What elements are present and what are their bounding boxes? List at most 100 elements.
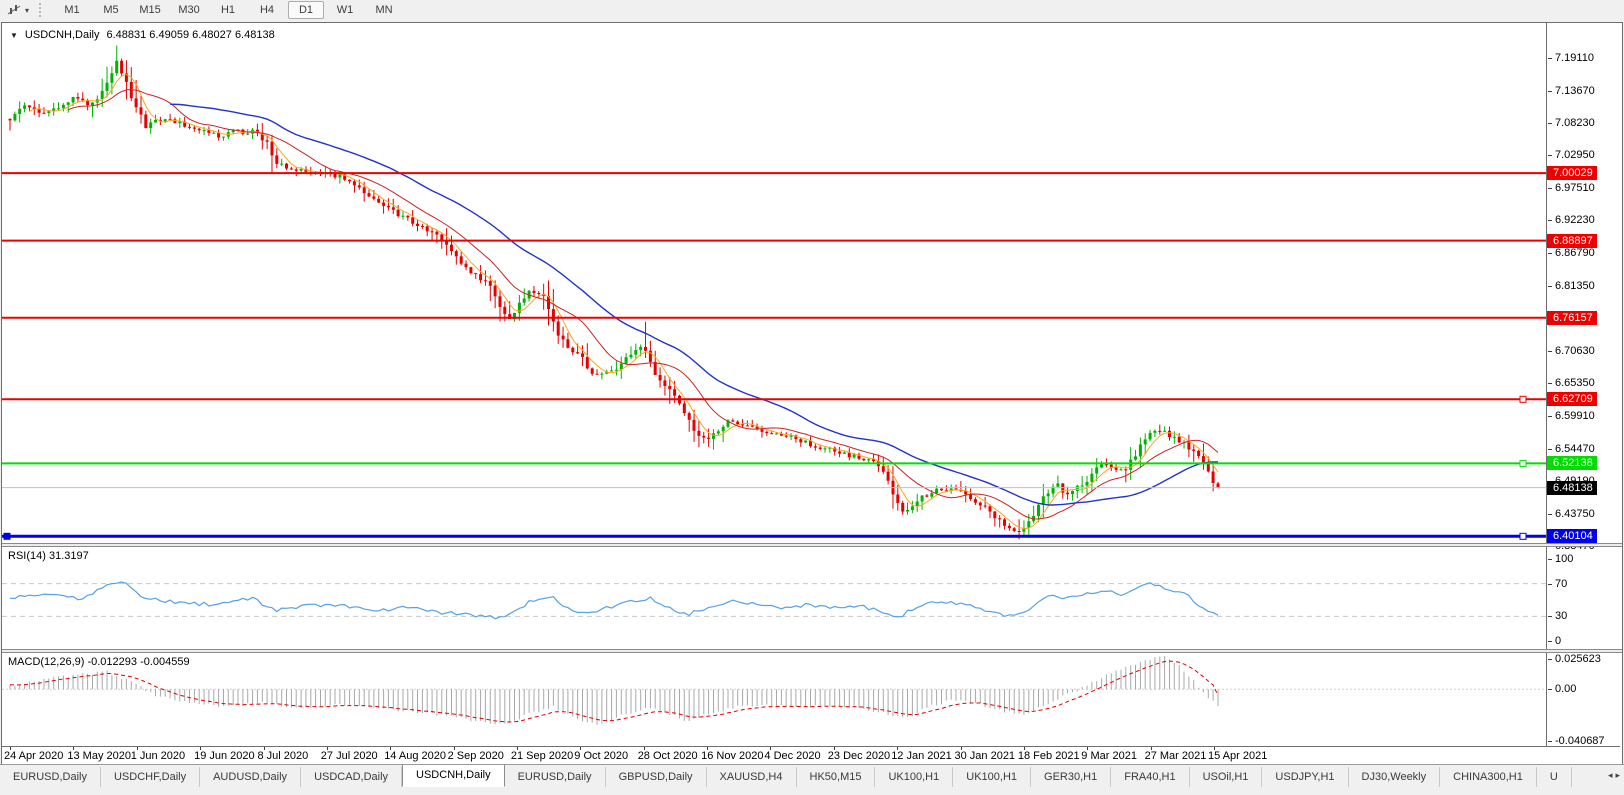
- timeframe-button-m30[interactable]: M30: [178, 4, 200, 16]
- candle-body: [197, 128, 201, 131]
- candlestick-chart[interactable]: [2, 23, 1546, 543]
- chart-tab-uk100-h1[interactable]: UK100,H1: [875, 767, 954, 787]
- candle-body: [537, 293, 541, 295]
- chart-tab-usdcad-daily[interactable]: USDCAD,Daily: [301, 767, 403, 787]
- chart-tab-fra40-h1[interactable]: FRA40,H1: [1111, 767, 1190, 787]
- toolbar-grip[interactable]: [39, 3, 45, 17]
- timeframe-button-m1[interactable]: M1: [64, 4, 80, 16]
- chart-tab-usoil-h1[interactable]: USOil,H1: [1189, 767, 1263, 787]
- candle-body: [1143, 439, 1147, 445]
- line-handle[interactable]: [3, 532, 11, 540]
- candle-body: [1197, 450, 1201, 457]
- candle-body: [1100, 464, 1104, 468]
- candle-body: [867, 459, 871, 461]
- chart-tab-bar: EURUSD,Daily USDCHF,Daily AUDUSD,Daily USDC…: [0, 764, 1624, 787]
- candle-body: [27, 105, 31, 108]
- price-chart-panel[interactable]: ▼ USDCNH,Daily 6.48831 6.49059 6.48027 6…: [2, 23, 1546, 543]
- chart-tab-dj30-weekly[interactable]: DJ30,Weekly: [1348, 767, 1441, 787]
- price-axis-tick: 7.08230: [1548, 117, 1595, 129]
- timeframe-button-w1[interactable]: W1: [336, 4, 354, 16]
- chart-tab-eurusd-daily[interactable]: EURUSD,Daily: [504, 767, 606, 787]
- chart-tab-gbpusd-daily[interactable]: GBPUSD,Daily: [605, 767, 707, 787]
- timeframe-button-d1[interactable]: D1: [288, 1, 325, 19]
- candle-body: [420, 226, 424, 227]
- ohlc-readout: 6.48831 6.49059 6.48027 6.48138: [106, 29, 275, 41]
- date-tick-mark: [326, 747, 328, 750]
- price-axis[interactable]: 7.19110 7.13670 7.08230 7.02950 6.97510 6.922…: [1546, 23, 1622, 747]
- timeframe-button-m15[interactable]: M15: [139, 4, 161, 16]
- macd-axis-tick: 0.00: [1548, 683, 1576, 695]
- rsi-chart[interactable]: [2, 547, 1546, 649]
- moving-average-line-5[interactable]: [29, 73, 1219, 530]
- candle-body: [784, 435, 788, 437]
- line-handle[interactable]: [1519, 532, 1527, 540]
- candle-body: [416, 223, 419, 226]
- date-axis[interactable]: 24 Apr 2020 13 May 2020 1 Jun 2020 19 Jun 2…: [2, 746, 1620, 763]
- candle-body: [697, 430, 701, 436]
- chart-tab-usdcnh-daily[interactable]: USDCNH,Daily: [402, 765, 505, 787]
- candle-body: [8, 118, 12, 121]
- candle-body: [566, 339, 570, 348]
- line-handle[interactable]: [1519, 395, 1527, 403]
- date-tick-mark: [960, 747, 962, 750]
- panel-splitter[interactable]: [2, 649, 1622, 653]
- candle-body: [255, 129, 259, 133]
- candle-body: [493, 285, 497, 297]
- candle-body: [1129, 459, 1133, 470]
- candle-body: [736, 421, 740, 425]
- macd-chart[interactable]: [2, 653, 1546, 746]
- candle-body: [105, 82, 109, 91]
- moving-average-line-13[interactable]: [68, 88, 1219, 520]
- candle-body: [508, 314, 512, 319]
- timeframe-button-mn[interactable]: MN: [375, 4, 393, 16]
- rsi-panel[interactable]: RSI(14) 31.3197: [2, 547, 1546, 649]
- chart-tab-xauusd-h4[interactable]: XAUUSD,H4: [706, 767, 797, 787]
- timeframe-button-h4[interactable]: H4: [259, 4, 275, 16]
- chart-tab-ger30-h1[interactable]: GER30,H1: [1031, 767, 1112, 787]
- chart-tab-audusd-daily[interactable]: AUDUSD,Daily: [200, 767, 302, 787]
- chart-tab-u[interactable]: U: [1536, 767, 1572, 787]
- chart-title: ▼ USDCNH,Daily 6.48831 6.49059 6.48027 6…: [10, 29, 275, 41]
- timeframe-button-m5[interactable]: M5: [103, 4, 119, 16]
- chart-tab-usdchf-daily[interactable]: USDCHF,Daily: [100, 767, 201, 787]
- candle-body: [163, 119, 167, 122]
- moving-average-line-34[interactable]: [170, 103, 1218, 506]
- candle-body: [270, 141, 274, 156]
- line-handle[interactable]: [1519, 459, 1527, 467]
- candle-body: [52, 108, 56, 112]
- panel-splitter[interactable]: [2, 543, 1622, 547]
- candle-body: [129, 81, 133, 99]
- candle-body: [382, 202, 386, 206]
- chart-tab-uk100-h1[interactable]: UK100,H1: [953, 767, 1032, 787]
- candle-body: [1172, 436, 1176, 438]
- date-axis-label: 28 Oct 2020: [637, 750, 698, 762]
- chart-tab-china300-h1[interactable]: CHINA300,H1: [1440, 767, 1537, 787]
- date-tick-mark: [833, 747, 835, 750]
- chart-tab-usdjpy-h1[interactable]: USDJPY,H1: [1262, 767, 1349, 787]
- candle-body: [755, 426, 759, 430]
- candle-body: [779, 433, 783, 436]
- chart-tab-eurusd-daily[interactable]: EURUSD,Daily: [0, 767, 101, 787]
- candle-body: [100, 90, 104, 100]
- price-level-badge: 6.48138: [1547, 480, 1597, 495]
- candle-body: [1168, 430, 1171, 437]
- tabs-scroll-right-button[interactable]: ▸: [1615, 769, 1620, 780]
- candle-body: [1046, 493, 1050, 497]
- candle-body: [576, 352, 580, 354]
- crosshair-tool-button[interactable]: ▾: [4, 2, 32, 18]
- rsi-axis-tick: 70: [1548, 578, 1567, 590]
- candle-body: [707, 437, 711, 439]
- date-axis-label: 18 Feb 2021: [1017, 750, 1080, 762]
- candle-body: [343, 174, 347, 180]
- candle-body: [464, 263, 468, 268]
- macd-panel[interactable]: MACD(12,26,9) -0.012293 -0.004559: [2, 653, 1546, 746]
- candle-body: [1056, 483, 1060, 487]
- candle-body: [1095, 467, 1099, 474]
- chart-tab-hk50-m15[interactable]: HK50,M15: [796, 767, 876, 787]
- collapse-arrow-icon[interactable]: ▼: [10, 30, 18, 40]
- candle-body: [71, 97, 75, 103]
- candle-body: [212, 132, 216, 134]
- tabs-scroll-left-button[interactable]: ◂: [1607, 769, 1613, 780]
- timeframe-button-h1[interactable]: H1: [220, 4, 236, 16]
- price-axis-tick: 6.86790: [1548, 247, 1595, 259]
